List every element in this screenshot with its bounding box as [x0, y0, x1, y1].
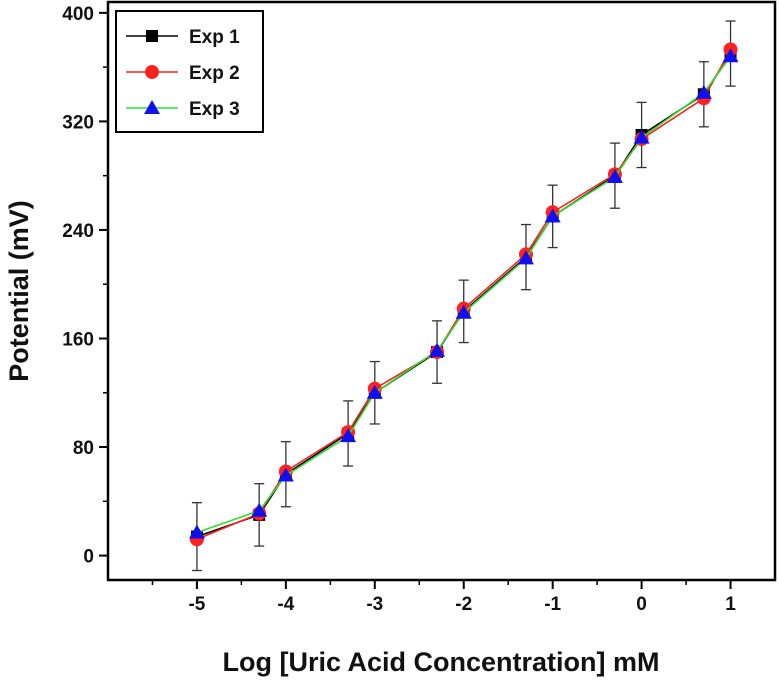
- legend-marker: [144, 100, 160, 114]
- error-bars: [191, 20, 736, 572]
- legend-label: Exp 2: [189, 63, 240, 84]
- x-tick-label: -1: [544, 594, 561, 615]
- series-3: [188, 48, 739, 539]
- data-point: [429, 342, 446, 357]
- axes: -5 -4 -3 -2 -1 0 1 0 80 160 240 320 400: [62, 4, 736, 615]
- data-point: [517, 250, 534, 265]
- y-tick-label: 0: [83, 547, 94, 568]
- legend-marker: [145, 65, 159, 79]
- y-axis-title: Potential (mV): [4, 200, 34, 382]
- x-tick-label: -3: [366, 594, 383, 615]
- data-point: [277, 467, 294, 482]
- x-tick-label: -2: [455, 594, 472, 615]
- x-tick-label: -5: [188, 594, 205, 615]
- y-tick-label: 400: [62, 4, 94, 25]
- legend-label: Exp 1: [189, 27, 240, 48]
- x-axis-title: Log [Uric Acid Concentration] mM: [223, 647, 660, 677]
- data-point: [722, 48, 739, 63]
- data-point: [633, 129, 650, 144]
- y-tick-label: 240: [62, 221, 94, 242]
- x-tick-label: 0: [636, 594, 647, 615]
- data-point: [188, 524, 205, 539]
- y-tick-label: 80: [73, 438, 94, 459]
- y-tick-label: 160: [62, 329, 94, 350]
- x-tick-label: 1: [725, 594, 736, 615]
- y-tick-label: 320: [62, 112, 94, 133]
- data-point: [544, 208, 561, 223]
- series-layer: [188, 42, 739, 547]
- legend-marker: [146, 30, 158, 42]
- data-point: [251, 502, 268, 517]
- data-point: [455, 304, 472, 319]
- data-point: [340, 428, 357, 443]
- legend-label: Exp 3: [189, 99, 240, 120]
- data-point: [606, 169, 623, 184]
- data-point: [366, 384, 383, 399]
- plot-frame: [106, 0, 777, 582]
- legend: Exp 1 Exp 2 Exp 3: [115, 10, 264, 133]
- data-point: [695, 84, 712, 99]
- x-tick-label: -4: [277, 594, 294, 615]
